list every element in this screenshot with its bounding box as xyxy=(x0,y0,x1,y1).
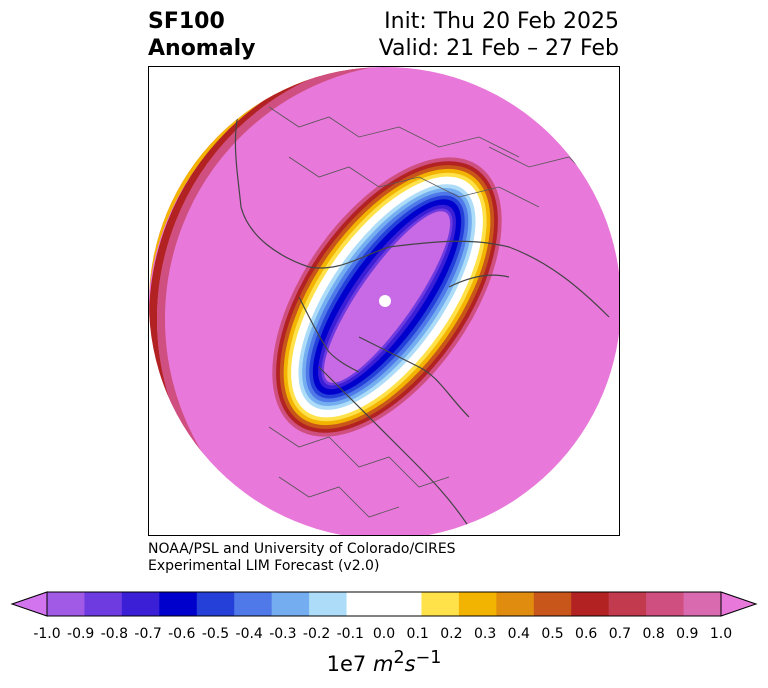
map-panel xyxy=(148,66,620,536)
colorbar-cell xyxy=(421,592,460,616)
colorbar-under-arrow xyxy=(10,591,48,617)
colorbar-tick-label: 0.8 xyxy=(642,626,665,642)
credit: NOAA/PSL and University of Colorado/CIRE… xyxy=(148,541,456,575)
colorbar-tick-label: 0.0 xyxy=(372,626,396,642)
coastline-arctic-islands xyxy=(358,336,470,418)
colorbar-cell xyxy=(458,592,497,616)
coastline-greenland xyxy=(298,296,360,373)
colorbar-cell xyxy=(234,592,273,616)
units-prefix: 1e7 xyxy=(326,652,367,676)
colorbar-tick-label: -0.5 xyxy=(201,626,230,642)
colorbar-cell xyxy=(121,592,160,616)
colorbar-cell xyxy=(47,592,86,616)
chart-title: SF100 Anomaly xyxy=(148,8,255,62)
valid-range: Valid: 21 Feb – 27 Feb xyxy=(378,36,619,61)
coastline-laptev xyxy=(448,274,510,288)
edge-band-red xyxy=(149,67,619,535)
colorbar-cell xyxy=(571,592,610,616)
coastline-europe xyxy=(234,92,390,269)
colorbar-tick-label: -0.4 xyxy=(235,626,263,642)
colorbar-tick-label: 0.1 xyxy=(406,626,429,642)
colorbar-tick-label: -0.8 xyxy=(100,626,129,642)
variable-subtitle: Anomaly xyxy=(148,36,256,61)
colorbar-frame xyxy=(46,591,722,617)
credit-line-1: NOAA/PSL and University of Colorado/CIRE… xyxy=(148,541,456,557)
coastline-canada xyxy=(318,366,470,528)
colorbar-cell xyxy=(271,592,310,616)
colorbar-tick-label: 0.9 xyxy=(676,626,699,642)
coastlines xyxy=(234,92,610,528)
edge-band-rose xyxy=(157,67,619,535)
colorbar-tick-label: -0.6 xyxy=(168,626,196,642)
init-date: Init: Thu 20 Feb 2025 xyxy=(384,9,619,34)
coastline-siberia xyxy=(388,240,610,318)
variable-name: SF100 xyxy=(148,9,225,34)
colorbar-cell xyxy=(196,592,235,616)
colorbar-tick-label: 0.3 xyxy=(473,626,497,642)
colorbar-cell xyxy=(496,592,535,616)
units-s: s xyxy=(404,652,416,676)
colorbar-ticks: -1.0 -0.9 -0.8 -0.7 -0.6 -0.5 -0.4 -0.3 -0.2 -0.1… xyxy=(0,626,768,646)
colorbar-tick-label: -0.1 xyxy=(336,626,364,642)
anomaly-map xyxy=(149,67,619,535)
colorbar-tick-label: 0.6 xyxy=(575,626,598,642)
colorbar-cell xyxy=(159,592,198,616)
border-eurasia xyxy=(268,106,520,158)
colorbar-tick-label: -1.0 xyxy=(33,626,61,642)
border-russia xyxy=(288,156,540,208)
units-m-exp: 2 xyxy=(393,648,405,668)
map-disk xyxy=(149,67,619,535)
north-pole-marker xyxy=(379,295,391,307)
colorbar-cell xyxy=(309,592,348,616)
colorbar-tick-label: 1.0 xyxy=(709,626,733,642)
colorbar-tick-label: 0.4 xyxy=(507,626,530,642)
credit-line-2: Experimental LIM Forecast (v2.0) xyxy=(148,558,380,574)
colorbar-cell xyxy=(608,592,647,616)
border-us-states xyxy=(278,476,400,518)
units-s-exp: −1 xyxy=(415,648,442,668)
political-borders xyxy=(268,106,600,518)
colorbar-tick-label: -0.9 xyxy=(67,626,95,642)
colorbar-cell xyxy=(646,592,685,616)
forecast-dates: Init: Thu 20 Feb 2025 Valid: 21 Feb – 27… xyxy=(379,8,619,62)
units-m: m xyxy=(372,652,394,676)
colorbar-over-arrow xyxy=(720,591,758,617)
colorbar-cell xyxy=(533,592,572,616)
colorbar-cell xyxy=(84,592,123,616)
border-usa-canada xyxy=(268,426,450,488)
colorbar xyxy=(10,591,758,617)
colorbar-tick-label: 0.5 xyxy=(541,626,564,642)
colorbar-tick-label: -0.7 xyxy=(134,626,162,642)
colorbar-tick-label: -0.3 xyxy=(269,626,297,642)
colorbar-cell xyxy=(384,592,423,616)
colorbar-cell xyxy=(346,592,385,616)
colorbar-tick-label: 0.2 xyxy=(440,626,463,642)
colorbar-tick-label: 0.7 xyxy=(608,626,632,642)
edge-anomaly-band xyxy=(149,67,619,535)
colorbar-cells xyxy=(47,592,722,616)
colorbar-units: 1e7 m2s−1 xyxy=(0,648,768,676)
colorbar-tick-label: -0.2 xyxy=(302,626,331,642)
colorbar-cell xyxy=(683,592,722,616)
